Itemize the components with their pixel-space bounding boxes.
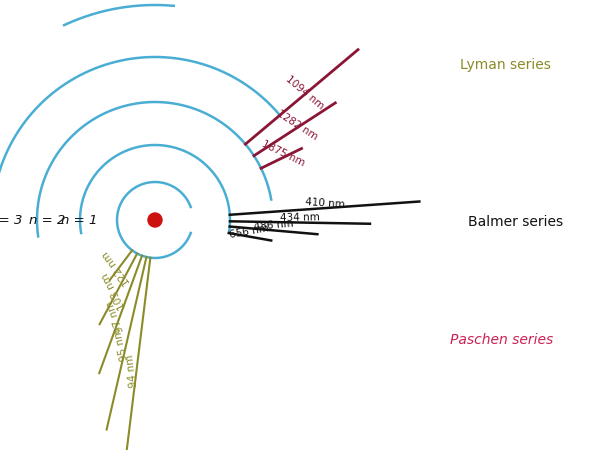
Text: 656 nm: 656 nm (229, 224, 269, 240)
Text: n = 2: n = 2 (29, 213, 65, 226)
Text: 94 nm: 94 nm (125, 354, 139, 388)
Text: 434 nm: 434 nm (280, 212, 320, 223)
Text: 95 nm: 95 nm (113, 327, 130, 362)
Text: 1094 nm: 1094 nm (284, 74, 326, 112)
Text: 97 nm: 97 nm (106, 299, 127, 333)
Text: 410 nm: 410 nm (305, 197, 345, 210)
Text: 1875 nm: 1875 nm (260, 139, 307, 169)
Text: 1282 nm: 1282 nm (275, 108, 320, 142)
Text: 103 nm: 103 nm (100, 271, 128, 311)
Text: Lyman series: Lyman series (460, 58, 551, 72)
Text: Balmer series: Balmer series (468, 215, 563, 229)
Text: 122 nm: 122 nm (101, 249, 133, 287)
Text: Paschen series: Paschen series (450, 333, 553, 347)
Text: n = 1: n = 1 (61, 213, 97, 226)
Text: n = 3: n = 3 (0, 213, 22, 226)
Circle shape (148, 213, 162, 227)
Text: 486 nm: 486 nm (253, 219, 293, 232)
